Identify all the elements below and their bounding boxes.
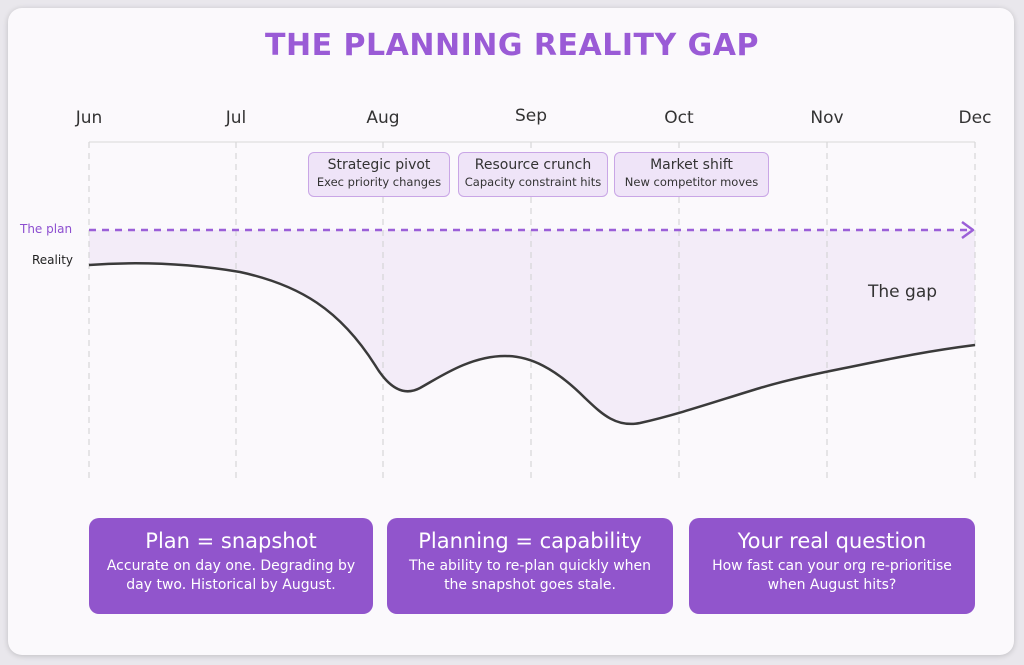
event-tag-strategic-pivot: Strategic pivot Exec priority changes bbox=[308, 152, 450, 197]
event-title: Strategic pivot bbox=[327, 157, 431, 173]
event-subtitle: Exec priority changes bbox=[316, 175, 442, 189]
panel-plan-snapshot: Plan = snapshot Accurate on day one. Deg… bbox=[89, 518, 373, 614]
reality-label: Reality bbox=[32, 253, 74, 267]
panel-real-question: Your real question How fast can your org… bbox=[689, 518, 975, 614]
month-label-sep: Sep bbox=[515, 106, 547, 126]
panel-body: How fast can your org re-prioritise when… bbox=[712, 558, 952, 593]
panel-body: The ability to re-plan quickly when the … bbox=[408, 558, 652, 593]
panel-body: Accurate on day one. Degrading by day tw… bbox=[106, 558, 356, 593]
month-gridlines bbox=[88, 142, 976, 478]
panel-planning-capability: Planning = capability The ability to re-… bbox=[387, 518, 673, 614]
month-label-jul: Jul bbox=[225, 108, 247, 128]
plan-label: The plan bbox=[20, 222, 73, 236]
month-label-oct: Oct bbox=[664, 108, 694, 128]
month-label-dec: Dec bbox=[959, 108, 992, 128]
event-title: Market shift bbox=[650, 157, 733, 173]
month-label-aug: Aug bbox=[366, 108, 399, 128]
event-subtitle: Capacity constraint hits bbox=[464, 175, 602, 189]
event-subtitle: New competitor moves bbox=[624, 175, 759, 189]
panel-heading: Planning = capability bbox=[418, 529, 642, 553]
event-title: Resource crunch bbox=[474, 157, 592, 173]
page-title: THE PLANNING REALITY GAP bbox=[265, 28, 759, 63]
plan-arrow-icon bbox=[961, 220, 975, 240]
reality-line bbox=[88, 262, 976, 426]
event-tag-resource-crunch: Resource crunch Capacity constraint hits bbox=[458, 152, 608, 197]
event-tag-market-shift: Market shift New competitor moves bbox=[614, 152, 769, 197]
gap-label: The gap bbox=[868, 282, 938, 302]
month-label-jun: Jun bbox=[75, 108, 103, 128]
panel-heading: Plan = snapshot bbox=[145, 529, 317, 553]
panel-heading: Your real question bbox=[737, 529, 927, 553]
gap-area bbox=[89, 230, 975, 424]
month-label-nov: Nov bbox=[810, 108, 843, 128]
